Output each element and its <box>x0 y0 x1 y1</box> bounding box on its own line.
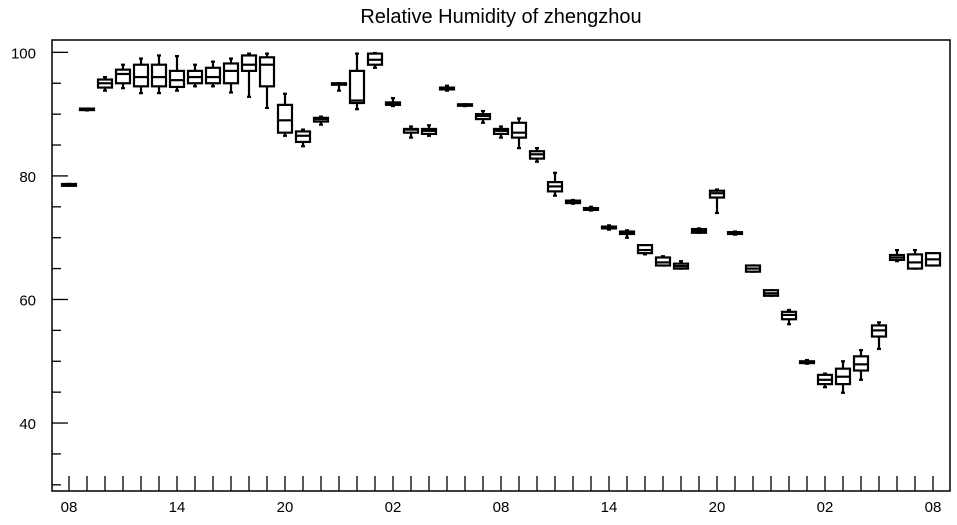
box-46 <box>888 248 906 263</box>
box-14 <box>312 115 330 126</box>
box-26 <box>528 147 546 163</box>
box-32 <box>636 244 654 256</box>
box-27 <box>546 171 564 197</box>
box-7 <box>186 63 204 88</box>
box-1 <box>78 107 96 112</box>
x-tick-label: 08 <box>925 499 942 516</box>
x-tick-label: 08 <box>493 499 510 516</box>
y-tick-label: 40 <box>19 416 36 433</box>
box-38 <box>744 264 762 273</box>
box-body <box>150 63 168 88</box>
chart-title: Relative Humidity of zhengzhou <box>360 6 641 28</box>
box-30 <box>600 224 618 231</box>
box-body <box>510 121 528 139</box>
box-body <box>348 69 366 105</box>
box-8 <box>204 60 222 88</box>
box-48 <box>924 252 942 267</box>
box-28 <box>564 198 582 205</box>
box-31 <box>618 229 636 239</box>
box-36 <box>708 188 726 215</box>
box-22 <box>456 103 474 108</box>
box-43 <box>834 360 852 394</box>
box-17 <box>366 51 384 69</box>
x-tick-label: 08 <box>61 499 78 516</box>
box-34 <box>672 260 690 270</box>
box-37 <box>726 230 744 236</box>
box-body <box>222 62 240 85</box>
box-20 <box>420 124 438 137</box>
box-body <box>168 69 186 89</box>
box-15 <box>330 82 348 92</box>
x-tick-label: 20 <box>709 499 726 516</box>
box-19 <box>402 125 420 139</box>
box-2 <box>96 75 114 92</box>
box-body <box>240 54 258 72</box>
box-5 <box>150 54 168 95</box>
x-tick-label: 20 <box>277 499 294 516</box>
box-16 <box>348 52 366 111</box>
box-42 <box>816 372 834 389</box>
box-4 <box>132 57 150 95</box>
box-18 <box>384 96 402 108</box>
box-body <box>258 56 276 88</box>
box-39 <box>762 289 780 297</box>
box-25 <box>510 117 528 150</box>
box-body <box>276 103 294 134</box>
box-29 <box>582 205 600 212</box>
y-tick-label: 100 <box>11 45 36 62</box>
box-24 <box>492 125 510 139</box>
box-body <box>132 63 150 88</box>
box-11 <box>258 52 276 110</box>
x-tick-label: 14 <box>169 499 186 516</box>
box-35 <box>690 227 708 234</box>
box-41 <box>798 358 816 365</box>
box-21 <box>438 84 456 92</box>
plot-frame <box>51 39 951 492</box>
x-tick-label: 02 <box>817 499 834 516</box>
box-body <box>114 68 132 85</box>
box-47 <box>906 248 924 270</box>
box-33 <box>654 255 672 267</box>
boxes-layer <box>60 51 942 394</box>
box-0 <box>60 182 78 187</box>
box-9 <box>222 57 240 94</box>
y-tick-label: 60 <box>19 292 36 309</box>
box-6 <box>168 54 186 92</box>
box-10 <box>240 52 258 98</box>
box-45 <box>870 321 888 351</box>
box-23 <box>474 109 492 124</box>
box-13 <box>294 128 312 148</box>
box-44 <box>852 349 870 381</box>
x-axis: 08 14 20 02 08 14 20 02 08 <box>61 476 942 516</box>
y-tick-label: 80 <box>19 169 36 186</box>
box-body <box>204 66 222 85</box>
y-axis: 40 60 80 100 <box>11 45 68 486</box>
box-12 <box>276 92 294 137</box>
x-tick-label: 02 <box>385 499 402 516</box>
x-tick-label: 14 <box>601 499 618 516</box>
box-3 <box>114 63 132 90</box>
box-40 <box>780 308 798 326</box>
